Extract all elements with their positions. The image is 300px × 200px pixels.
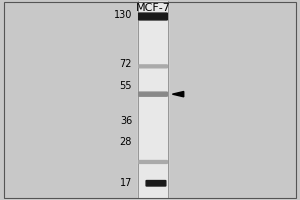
FancyBboxPatch shape: [139, 13, 167, 20]
Text: MCF-7: MCF-7: [136, 3, 170, 13]
Text: 72: 72: [120, 59, 132, 69]
Text: 130: 130: [114, 10, 132, 20]
FancyBboxPatch shape: [146, 181, 166, 186]
Text: 36: 36: [120, 116, 132, 126]
FancyBboxPatch shape: [139, 65, 167, 68]
Polygon shape: [172, 91, 184, 97]
Text: 17: 17: [120, 178, 132, 188]
Bar: [138, 1, 168, 199]
Text: 55: 55: [120, 81, 132, 91]
FancyBboxPatch shape: [139, 92, 167, 96]
FancyBboxPatch shape: [139, 161, 167, 163]
Text: 28: 28: [120, 137, 132, 147]
